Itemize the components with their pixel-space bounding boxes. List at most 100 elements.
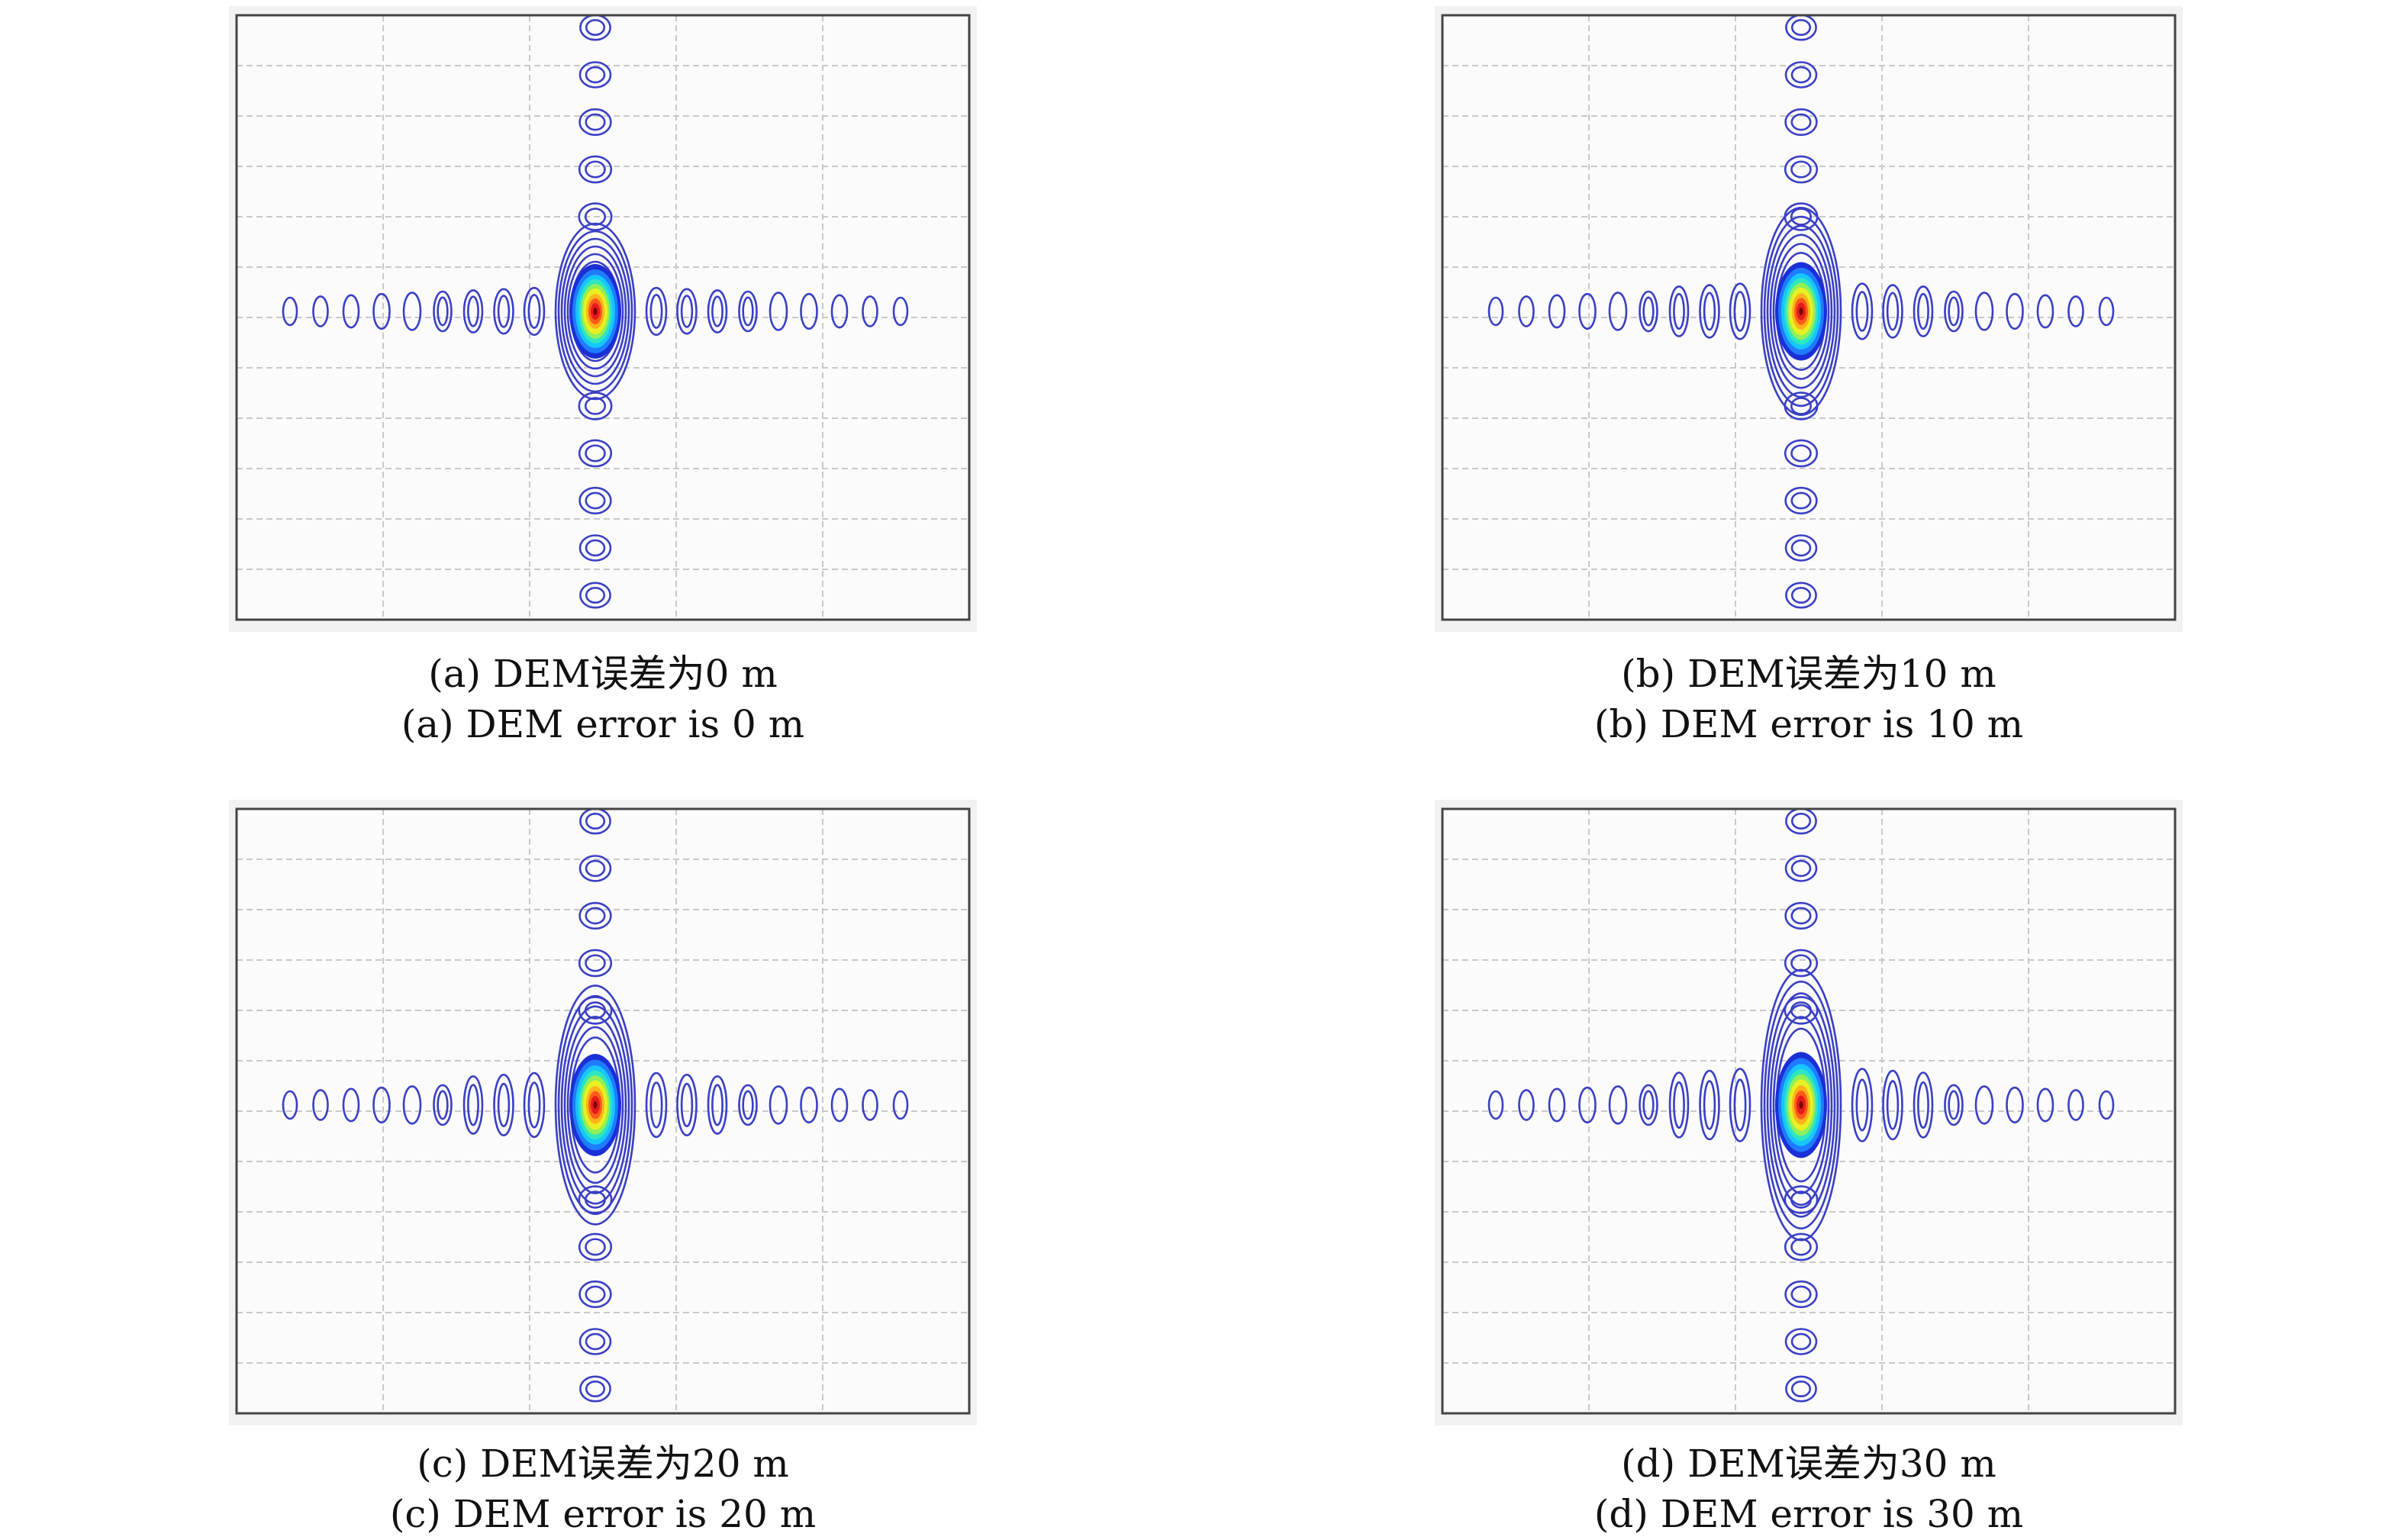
sidelobe-contour <box>1790 859 1812 878</box>
sidelobe-contour <box>1729 1068 1751 1142</box>
sidelobe-contour <box>2067 1089 2084 1121</box>
mainlobe-contour <box>557 230 633 393</box>
mainlobe-contour <box>563 245 627 378</box>
sidelobe-contour <box>578 1280 612 1309</box>
sidelobe-contour <box>1729 282 1751 340</box>
sidelobe-contour <box>2067 295 2084 327</box>
sidelobe-contour <box>862 1089 878 1121</box>
sidelobe-contour <box>1948 296 1960 327</box>
sidelobe-contour <box>1784 108 1818 137</box>
sidelobe-contour <box>578 1185 613 1214</box>
sidelobe-contour <box>578 534 612 562</box>
mainlobe-contour <box>557 994 633 1216</box>
sidelobe-contour <box>738 290 758 333</box>
sidelobe-contour <box>1784 486 1818 515</box>
sidelobe-contour <box>437 1090 449 1120</box>
sidelobe-contour <box>584 208 607 226</box>
sidelobe-contour <box>1673 1081 1685 1129</box>
sidelobe-contour <box>578 996 613 1025</box>
contours <box>282 807 909 1403</box>
sidelobe-contour <box>1784 901 1818 930</box>
sidelobe-contour <box>585 491 606 510</box>
contours <box>1487 14 2115 609</box>
sidelobe-contour <box>1882 1069 1903 1141</box>
sidelobe-contour <box>578 949 613 978</box>
sidelobe-contour <box>1578 1086 1597 1124</box>
sidelobe-contour <box>312 1089 329 1121</box>
sidelobe-contour <box>312 295 329 327</box>
sidelobe-contour <box>578 439 613 468</box>
caption-a: (a) DEM误差为0 m (a) DEM error is 0 m <box>183 649 1023 749</box>
contour-plot-b <box>1441 14 2177 621</box>
sidelobe-contour <box>578 61 612 89</box>
mainlobe-contour <box>560 237 630 385</box>
sidelobe-contour <box>742 1090 754 1120</box>
sidelobe-contour <box>585 954 606 972</box>
sidelobe-contour <box>585 160 606 179</box>
sidelobe-contour <box>1703 292 1716 331</box>
sidelobe-contour <box>1886 1080 1900 1130</box>
mainlobe-contour <box>566 253 624 370</box>
contours <box>1487 807 2115 1403</box>
sidelobe-contour <box>800 1086 818 1124</box>
mainlobe-contour <box>1763 215 1839 408</box>
mainlobe-contour <box>1766 992 1836 1218</box>
sidelobe-contour <box>1642 1090 1655 1120</box>
plot-frame <box>1441 14 2177 621</box>
sidelobe-contour <box>1733 1078 1747 1132</box>
sidelobe-contour <box>769 1085 788 1125</box>
sidelobe-contour <box>1790 586 1812 604</box>
contour-panel-c <box>229 800 977 1426</box>
peak-center <box>593 308 598 315</box>
sidelobe-contour <box>584 397 607 415</box>
mainlobe-contour <box>560 1005 630 1205</box>
sidelobe-contour <box>1790 1332 1812 1351</box>
sidelobe-contour <box>402 1085 422 1125</box>
sidelobe-contour <box>437 296 449 327</box>
sidelobe-contour <box>680 1082 694 1128</box>
sidelobe-contour <box>467 1084 479 1126</box>
sidelobe-contour <box>1784 534 1818 562</box>
sidelobe-contour <box>680 295 694 328</box>
sidelobe-contour <box>649 294 663 329</box>
sidelobe-contour <box>1790 812 1812 830</box>
sidelobe-contour <box>1487 296 1504 327</box>
sidelobe-contour <box>711 1084 723 1126</box>
sidelobe-contour <box>342 1087 360 1123</box>
mainlobe-contour <box>1760 968 1842 1242</box>
sidelobe-contour <box>585 812 606 830</box>
caption-b-en: (b) DEM error is 10 m <box>1594 702 2024 746</box>
sidelobe-contour <box>497 295 511 328</box>
sidelobe-contour <box>1784 1328 1818 1355</box>
sidelobe-contour <box>372 1086 391 1124</box>
sidelobe-contour <box>578 391 613 420</box>
contour-panel-b <box>1435 6 2183 632</box>
grid <box>1442 15 2175 620</box>
sidelobe-contour <box>585 1238 606 1256</box>
sidelobe-contour <box>707 289 728 333</box>
mainlobe-contour <box>1760 206 1842 416</box>
sidelobe-contour <box>1790 539 1812 557</box>
caption-b: (b) DEM误差为10 m (b) DEM error is 10 m <box>1389 649 2228 749</box>
sidelobe-contour <box>711 295 723 327</box>
contours <box>282 14 909 609</box>
grid <box>237 809 969 1413</box>
sidelobe-contour <box>578 202 613 231</box>
caption-b-cn: (b) DEM误差为10 m <box>1621 652 1996 696</box>
sidelobe-contour <box>830 294 849 329</box>
plot-frame <box>235 14 971 621</box>
sidelobe-contour <box>738 1084 758 1126</box>
sidelobe-contour <box>402 292 422 331</box>
sidelobe-contour <box>1886 292 1900 331</box>
sidelobe-contour <box>433 1084 453 1126</box>
sidelobe-contour <box>1668 1071 1690 1139</box>
mainlobe-contour <box>1766 224 1836 398</box>
sidelobe-contour <box>1699 284 1720 339</box>
sidelobe-contour <box>585 586 606 604</box>
peak-center <box>593 1101 598 1109</box>
sidelobe-contour <box>372 292 391 330</box>
sidelobe-contour <box>1548 1087 1566 1123</box>
sidelobe-contour <box>1518 295 1535 327</box>
sidelobe-contour <box>1974 292 1994 331</box>
sidelobe-contour <box>1699 1069 1720 1141</box>
